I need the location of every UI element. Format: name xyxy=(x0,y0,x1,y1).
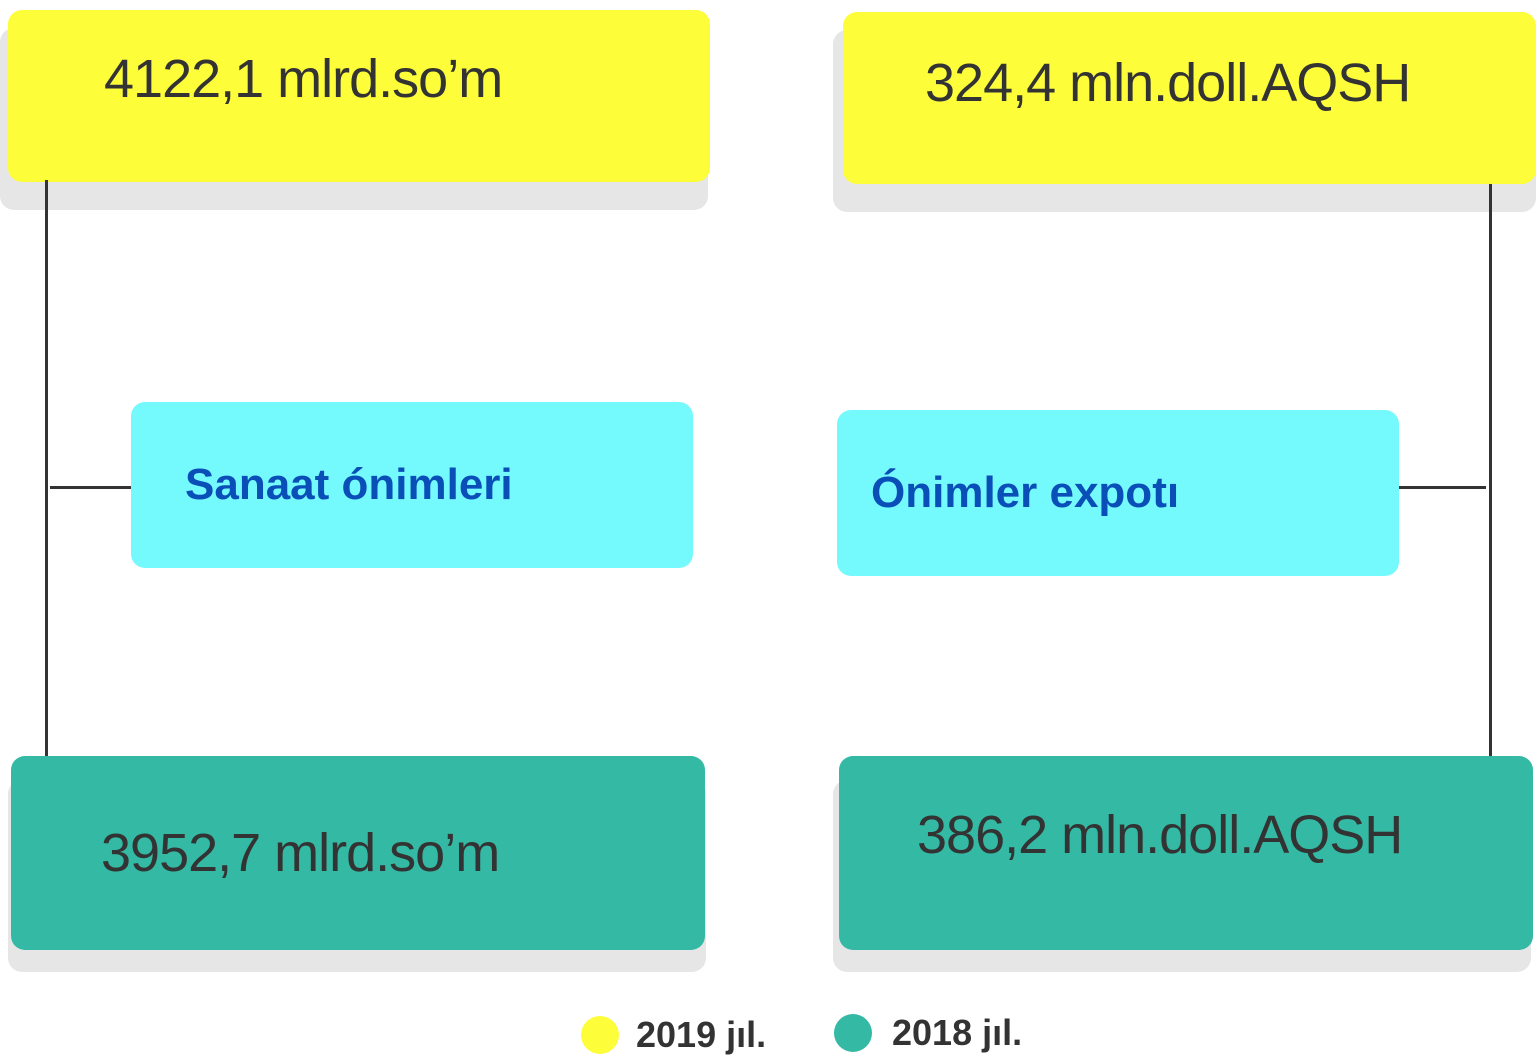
connector xyxy=(1489,184,1492,758)
value-box: 386,2 mln.doll.AQSH xyxy=(839,756,1533,950)
value: 4122,1 mlrd.so’m xyxy=(104,49,503,109)
connector xyxy=(45,180,48,758)
label: Ónimler expotı xyxy=(871,468,1180,517)
value: 386,2 mln.doll.AQSH xyxy=(917,805,1403,865)
value-box: 324,4 mln.doll.AQSH xyxy=(843,12,1536,184)
connector xyxy=(1398,486,1486,489)
legend-dot xyxy=(581,1016,619,1054)
legend-label: 2019 jıl. xyxy=(636,1014,767,1055)
label: Sanaat ónimleri xyxy=(185,460,513,509)
value: 3952,7 mlrd.so’m xyxy=(101,823,500,883)
label-box: Ónimler expotı xyxy=(837,410,1399,576)
label-box: Sanaat ónimleri xyxy=(131,402,693,568)
connector xyxy=(50,486,132,489)
legend-label: 2018 jıl. xyxy=(892,1012,1023,1053)
value: 324,4 mln.doll.AQSH xyxy=(925,53,1411,113)
value-box: 4122,1 mlrd.so’m xyxy=(8,10,710,182)
legend-dot xyxy=(834,1014,872,1052)
value-box: 3952,7 mlrd.so’m xyxy=(11,756,705,950)
